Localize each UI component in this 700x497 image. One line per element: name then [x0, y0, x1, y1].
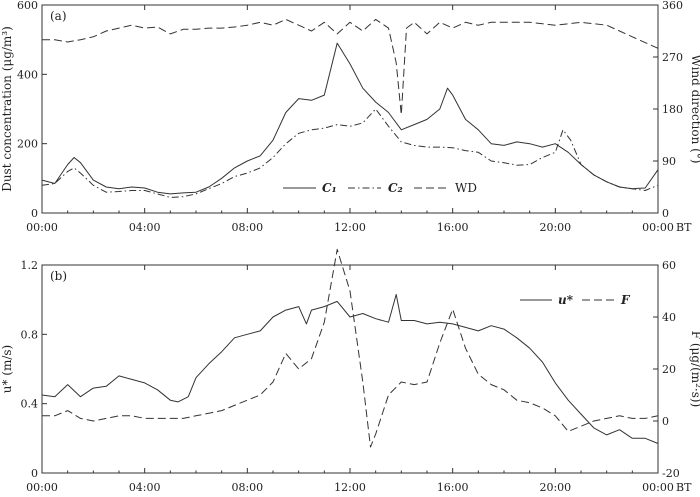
- x-tick-label: 12:00: [334, 481, 366, 494]
- y-left-tick-label: 600: [17, 0, 38, 12]
- x-tick-label: 20:00: [539, 221, 571, 234]
- x-tick-label: 08:00: [231, 221, 263, 234]
- panel-a-label: (a): [50, 9, 67, 23]
- y-left-tick-label: 0.8: [21, 328, 39, 341]
- y-right-tick-label: 40: [662, 311, 676, 324]
- x-tick-label: 00:00: [26, 481, 58, 494]
- x-tick-label: 20:00: [539, 481, 571, 494]
- y-right-tick-label: -20: [662, 467, 680, 480]
- y-left-tick-label: 0: [31, 467, 38, 480]
- series-line-a-2: [42, 18, 659, 116]
- y-left-tick-label: 0.4: [21, 398, 39, 411]
- y-right-tick-label: 0: [662, 207, 669, 220]
- y-right-tick-label: 360: [662, 0, 683, 12]
- panel-b-series-lines: [41, 248, 659, 448]
- legend-label-f: F: [620, 293, 631, 307]
- y-right-tick-label: 20: [662, 363, 676, 376]
- panel-b-y-left-title: u* (m/s): [0, 345, 14, 394]
- x-tick-label: 16:00: [437, 221, 469, 234]
- series-line-b-1: [42, 248, 659, 448]
- x-tick-label: 04:00: [129, 481, 161, 494]
- panel-a-ticks: 00:00 04:00 08:00 12:00 16:00 20:00 00:00 BT020…: [17, 0, 692, 234]
- x-tick-label: 00:00: [642, 221, 674, 234]
- y-left-tick-label: 200: [17, 138, 38, 151]
- x-tick-label: 04:00: [129, 221, 161, 234]
- x-tick-label: 08:00: [231, 481, 263, 494]
- legend-label-ustar: u*: [558, 293, 574, 307]
- y-right-tick-label: 180: [662, 103, 683, 116]
- x-tick-label: 00:00: [642, 481, 674, 494]
- panel-b-label: (b): [50, 269, 67, 283]
- panel-a-series-lines: [41, 18, 659, 198]
- series-line-a-1: [41, 108, 659, 198]
- legend-label-c2: C₂: [388, 181, 403, 195]
- x-tick-label: 00:00: [26, 221, 58, 234]
- y-right-tick-label: 90: [662, 155, 676, 168]
- x-axis-title: BT: [676, 481, 692, 494]
- panel-a: (a) Dust concentration (μg/m³) Wind dire…: [0, 0, 700, 234]
- panel-a-y-right-title: Wind direction (°): [689, 54, 700, 163]
- y-right-tick-label: 60: [662, 259, 676, 272]
- panel-b: (b) u* (m/s) F (μg/(m²·s)) 00:00 04:00 08:…: [0, 248, 700, 494]
- panel-a-y-left-title: Dust concentration (μg/m³): [0, 26, 14, 192]
- series-line-b-0: [41, 294, 659, 444]
- y-left-tick-label: 0: [31, 207, 38, 220]
- y-left-tick-label: 400: [17, 68, 38, 81]
- x-axis-title: BT: [676, 221, 692, 234]
- y-left-tick-label: 1.2: [21, 259, 39, 272]
- y-right-tick-label: 270: [662, 51, 683, 64]
- y-right-tick-label: 0: [662, 415, 669, 428]
- x-tick-label: 16:00: [437, 481, 469, 494]
- panel-b-ticks: 00:00 04:00 08:00 12:00 16:00 20:00 00:00 BT00.…: [21, 259, 693, 494]
- panel-b-legend: u* F: [520, 293, 631, 307]
- x-tick-label: 12:00: [334, 221, 366, 234]
- series-line-a-0: [41, 42, 659, 195]
- panel-b-y-right-title: F (μg/(m²·s)): [689, 331, 700, 408]
- panel-a-legend: C₁ C₂ WD: [283, 181, 477, 195]
- panel-a-frame: [41, 4, 659, 214]
- legend-label-wd: WD: [455, 181, 477, 195]
- legend-label-c1: C₁: [322, 181, 337, 195]
